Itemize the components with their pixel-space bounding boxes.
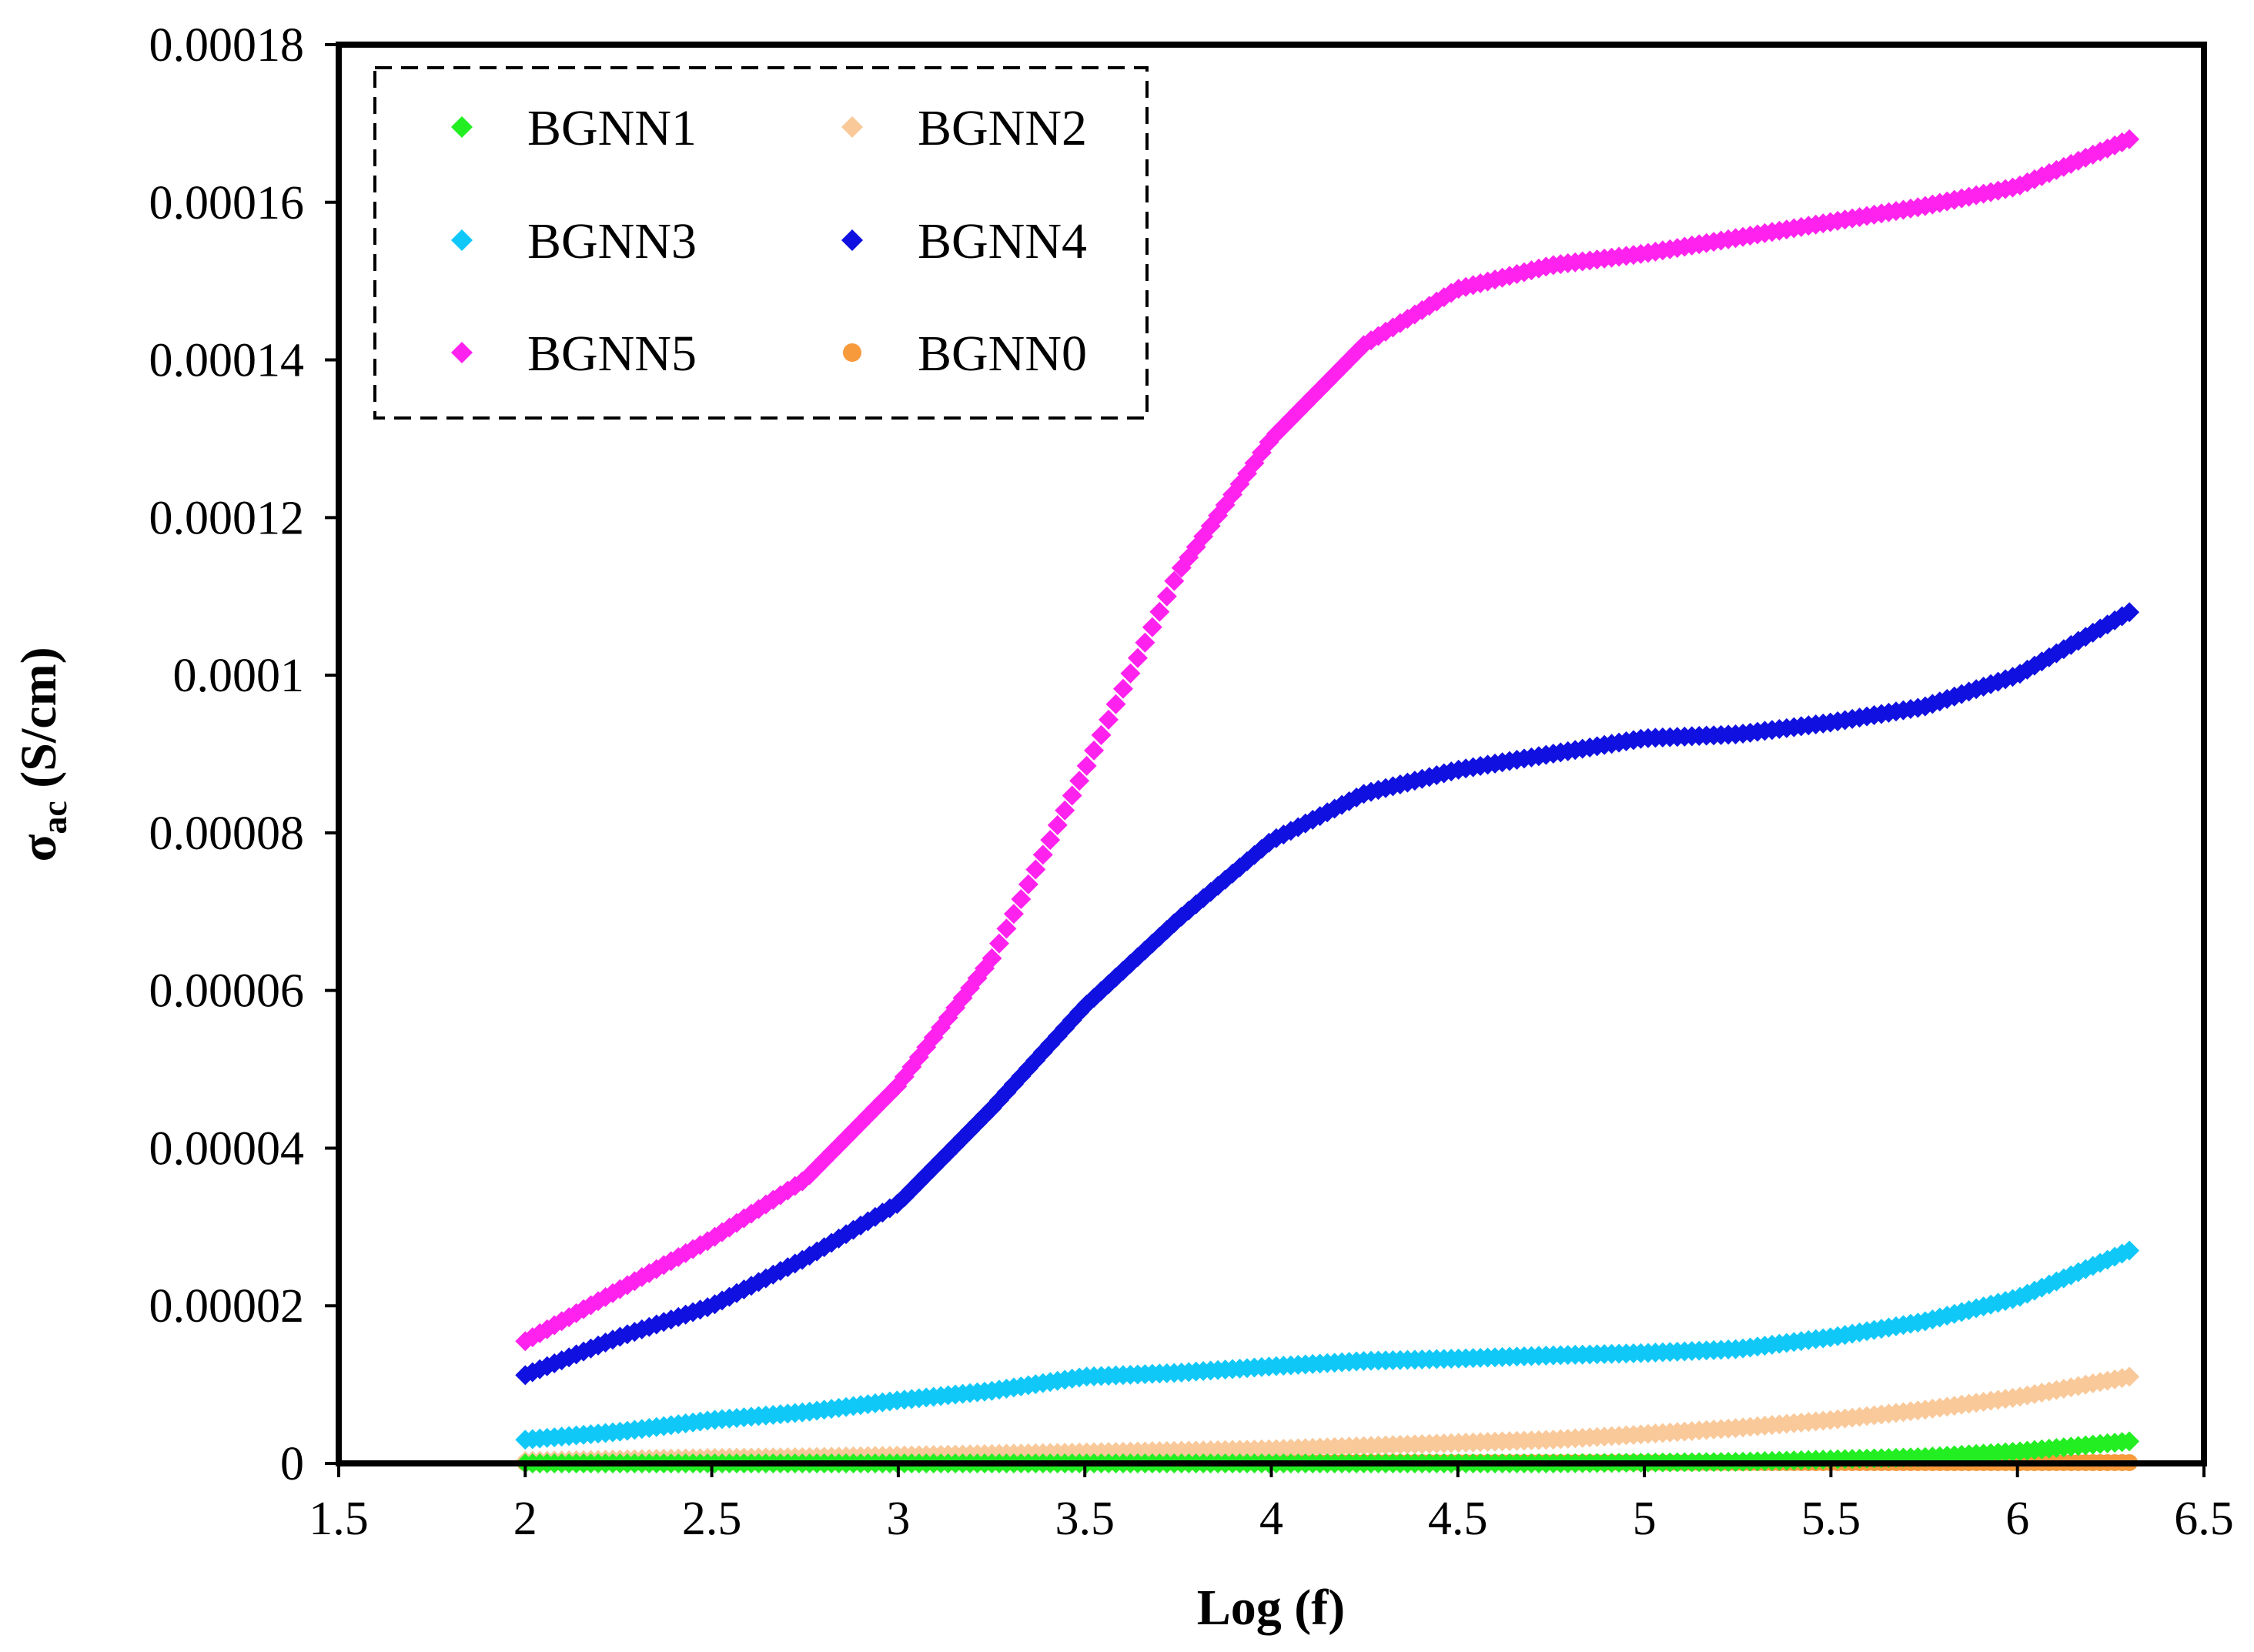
data-point [1069, 771, 1090, 791]
data-point [1142, 617, 1162, 637]
data-point [1149, 601, 1170, 622]
data-point [1084, 740, 1105, 761]
data-point [778, 1257, 798, 1278]
x-tick-label: 5 [1633, 1493, 1657, 1545]
data-point [778, 1180, 798, 1201]
x-tick-label: 3.5 [1055, 1493, 1115, 1545]
legend-label: BGNN5 [527, 326, 697, 382]
legend-item-bgnn4: BGNN4 [841, 213, 1087, 269]
y-axis-ticks: 0 0.00002 0.00004 0.00006 0.00008 0.0001 0.000… [149, 19, 339, 1490]
data-point [1055, 800, 1075, 821]
x-tick-label: 3 [886, 1493, 910, 1545]
data-point [1105, 694, 1126, 714]
y-tick-label: 0.00008 [149, 808, 305, 860]
data-point [982, 948, 1002, 968]
y-tick-label: 0.00002 [149, 1280, 305, 1333]
x-tick-label: 1.5 [309, 1493, 369, 1545]
data-point [1062, 785, 1082, 806]
legend-marker [451, 342, 473, 363]
y-tick-label: 0.00014 [149, 335, 305, 387]
x-tick-label: 4.5 [1428, 1493, 1488, 1545]
data-point [1156, 586, 1177, 607]
data-point [1003, 904, 1024, 925]
legend-frame [373, 66, 1149, 420]
x-axis-ticks: 1.5 2 2.5 3 3.5 4 4.5 5 5.5 6 6.5 [309, 1463, 2234, 1545]
data-point [1025, 859, 1046, 880]
legend-label: BGNN0 [918, 326, 1087, 382]
data-point [1040, 830, 1061, 851]
data-point [996, 918, 1017, 939]
data-point [1303, 386, 1323, 407]
x-tick-label: 5.5 [1801, 1493, 1861, 1545]
y-tick-label: 0.00006 [149, 965, 305, 1018]
legend-marker [841, 116, 863, 138]
y-axis-title-units: (S/cm) [11, 647, 67, 801]
y-tick-label: 0.00018 [149, 19, 305, 72]
data-point [1120, 663, 1141, 684]
x-axis-title: Log (f) [1197, 1580, 1345, 1636]
legend-marker [451, 116, 473, 138]
data-point [1112, 678, 1133, 699]
data-point [1164, 570, 1185, 591]
data-point [1018, 874, 1038, 895]
x-tick-label: 2.5 [682, 1493, 742, 1545]
data-point [2119, 129, 2140, 149]
data-point [2119, 602, 2140, 623]
legend: BGNN1 BGNN2 BGNN3 BGNN4 BGNN5 BGNN0 [373, 66, 1149, 420]
y-tick-label: 0.0001 [173, 650, 305, 702]
data-point [2119, 1431, 2140, 1452]
data-point [2119, 1240, 2140, 1261]
data-point [988, 933, 1009, 954]
legend-item-bgnn1: BGNN1 [451, 100, 697, 156]
y-tick-label: 0.00004 [149, 1122, 305, 1175]
series-bgnn1 [515, 1431, 2140, 1473]
data-point [2119, 1366, 2140, 1387]
y-tick-label: 0.00012 [149, 492, 305, 544]
y-axis-title-subscript: ac [35, 801, 74, 834]
x-tick-label: 2 [513, 1493, 537, 1545]
legend-item-bgnn3: BGNN3 [451, 213, 697, 269]
data-point [1011, 888, 1032, 909]
legend-marker [841, 229, 863, 251]
y-axis-title: σac (S/cm) [11, 647, 74, 861]
x-tick-label: 6.5 [2174, 1493, 2234, 1545]
series-bgnn5 [515, 129, 2140, 1352]
data-point [1091, 724, 1112, 745]
data-point [1127, 647, 1148, 668]
legend-label: BGNN3 [527, 213, 697, 269]
legend-label: BGNN1 [527, 100, 697, 156]
legend-item-bgnn2: BGNN2 [841, 100, 1087, 156]
legend-label: BGNN2 [918, 100, 1087, 156]
y-tick-label: 0.00016 [149, 177, 305, 229]
series-bgnn4 [515, 602, 2140, 1386]
legend-marker [451, 229, 473, 251]
data-point [1032, 844, 1053, 865]
x-tick-label: 6 [2005, 1493, 2029, 1545]
data-point [1076, 755, 1097, 776]
series-bgnn3 [515, 1240, 2140, 1450]
plot-series [515, 129, 2140, 1473]
data-point [1135, 632, 1155, 653]
legend-marker [843, 343, 861, 362]
data-point [1099, 709, 1119, 730]
data-point [1047, 814, 1068, 835]
legend-label: BGNN4 [918, 213, 1087, 269]
y-axis-title-symbol: σ [11, 834, 67, 862]
legend-item-bgnn5: BGNN5 [451, 326, 697, 382]
y-tick-label: 0 [280, 1438, 304, 1490]
x-tick-label: 4 [1259, 1493, 1283, 1545]
legend-item-bgnn0: BGNN0 [843, 326, 1087, 382]
